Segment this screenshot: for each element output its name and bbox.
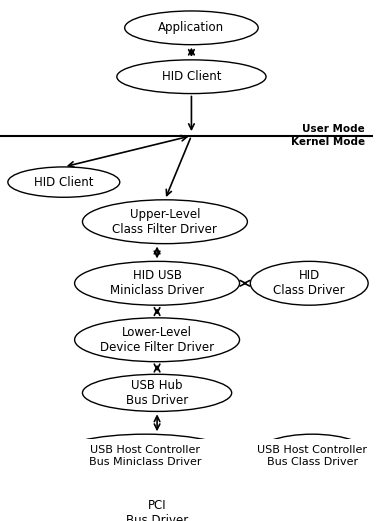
- Ellipse shape: [250, 262, 368, 305]
- Text: USB Hub
Bus Driver: USB Hub Bus Driver: [126, 379, 188, 407]
- Ellipse shape: [74, 318, 239, 362]
- Ellipse shape: [55, 434, 236, 478]
- Ellipse shape: [90, 495, 224, 521]
- Ellipse shape: [253, 434, 371, 478]
- Text: HID
Class Driver: HID Class Driver: [274, 269, 345, 297]
- Text: USB Host Controller
Bus Miniclass Driver: USB Host Controller Bus Miniclass Driver: [89, 445, 201, 467]
- Ellipse shape: [74, 262, 239, 305]
- Text: USB Host Controller
Bus Class Driver: USB Host Controller Bus Class Driver: [257, 445, 367, 467]
- Text: User Mode: User Mode: [302, 124, 365, 134]
- Ellipse shape: [125, 11, 258, 45]
- Text: Kernel Mode: Kernel Mode: [291, 138, 365, 147]
- Text: Application: Application: [158, 21, 225, 34]
- Text: Upper-Level
Class Filter Driver: Upper-Level Class Filter Driver: [112, 208, 217, 235]
- Text: PCI
Bus Driver: PCI Bus Driver: [126, 500, 188, 521]
- Text: HID USB
Miniclass Driver: HID USB Miniclass Driver: [110, 269, 204, 297]
- Ellipse shape: [82, 374, 232, 412]
- Ellipse shape: [82, 200, 247, 244]
- Text: HID Client: HID Client: [162, 70, 221, 83]
- Ellipse shape: [117, 60, 266, 94]
- Text: HID Client: HID Client: [34, 176, 93, 189]
- Text: Lower-Level
Device Filter Driver: Lower-Level Device Filter Driver: [100, 326, 214, 354]
- Ellipse shape: [8, 167, 120, 197]
